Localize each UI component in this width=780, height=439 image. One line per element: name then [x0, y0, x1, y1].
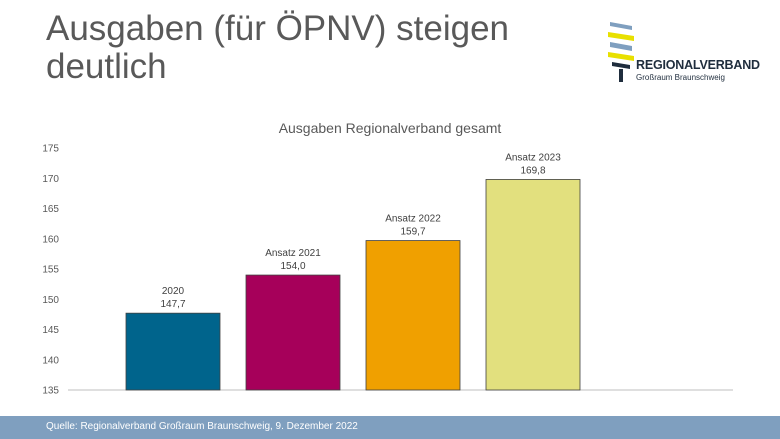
bar-value-label: 154,0 [280, 261, 305, 272]
y-tick-label: 140 [42, 355, 59, 366]
logo-name: REGIONALVERBAND [636, 58, 760, 72]
bar-value-label: 159,7 [400, 227, 425, 238]
y-tick-label: 150 [42, 295, 59, 306]
bar [125, 312, 221, 391]
logo-subtitle: Großraum Braunschweig [636, 73, 725, 82]
bar-chart: 135 140 145 150 155 160 165 170 175 2020 147,7 Ansa… [42, 144, 733, 397]
y-tick-label: 175 [42, 144, 59, 155]
bar-value-label: 169,8 [520, 165, 545, 176]
bar [485, 179, 581, 391]
y-tick-label: 135 [42, 386, 59, 397]
bar-category-label: Ansatz 2022 [385, 214, 441, 225]
bar [245, 274, 341, 391]
y-tick-label: 170 [42, 174, 59, 185]
bar-category-label: Ansatz 2023 [505, 152, 561, 163]
footer-source: Quelle: Regionalverband Großraum Braunsc… [46, 421, 358, 432]
bar [365, 240, 461, 391]
y-tick-label: 145 [42, 325, 59, 336]
y-tick-label: 155 [42, 265, 59, 276]
regionalverband-logo: REGIONALVERBAND Großraum Braunschweig [604, 20, 760, 86]
bar-category-label: 2020 [162, 286, 185, 297]
slide-title: Ausgaben (für ÖPNV) steigen deutlich [46, 9, 510, 86]
y-tick-label: 160 [42, 234, 59, 245]
footer-bar: Quelle: Regionalverband Großraum Braunsc… [0, 416, 780, 439]
bar-value-label: 147,7 [160, 299, 185, 310]
chart-title: Ausgaben Regionalverband gesamt [278, 120, 502, 136]
bar-category-label: Ansatz 2021 [265, 248, 321, 259]
y-tick-label: 165 [42, 204, 59, 215]
logo-spiral-icon [608, 22, 634, 82]
